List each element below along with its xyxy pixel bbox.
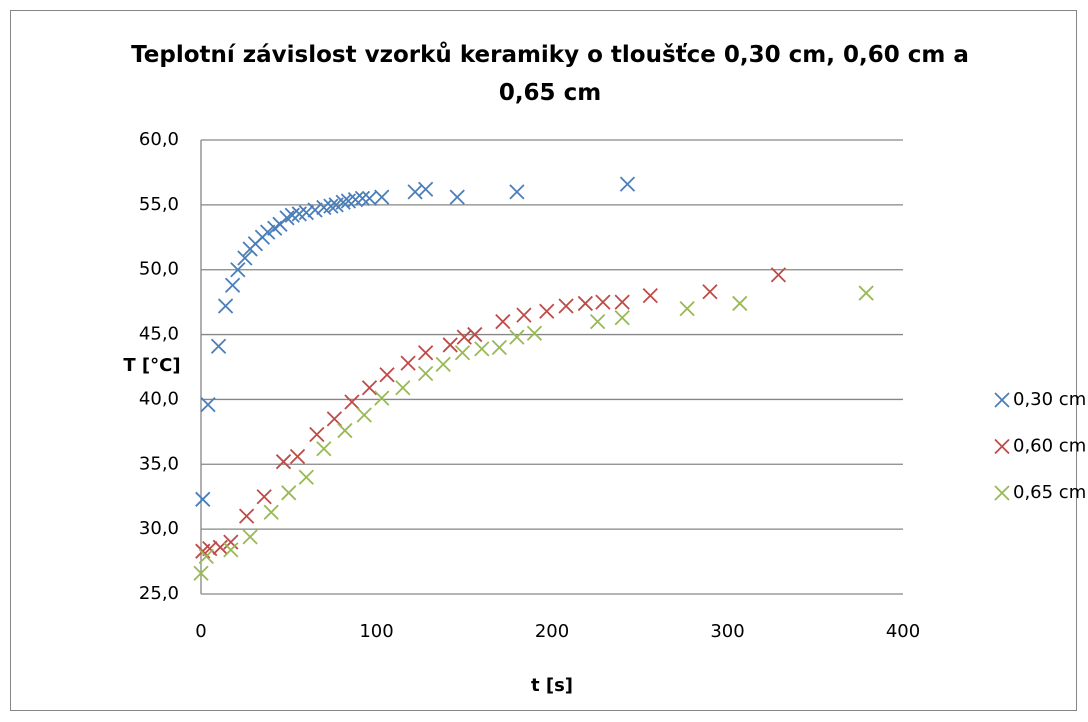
- data-point: [516, 307, 532, 323]
- data-point: [456, 329, 472, 345]
- data-point: [337, 422, 353, 439]
- data-point: [356, 407, 372, 423]
- data-point: [467, 326, 483, 343]
- data-point: [198, 548, 214, 565]
- y-tick-label: 50,0: [139, 259, 179, 280]
- data-point: [354, 190, 371, 207]
- data-point: [435, 356, 451, 373]
- y-tick-label: 55,0: [139, 194, 179, 215]
- data-point: [395, 380, 411, 396]
- data-point: [344, 394, 360, 410]
- data-point: [200, 396, 216, 413]
- legend-marker: [994, 392, 1010, 408]
- data-point: [407, 184, 423, 200]
- data-point: [256, 489, 272, 505]
- data-point: [614, 310, 630, 326]
- data-point: [374, 189, 390, 205]
- data-point: [195, 491, 211, 507]
- data-point: [210, 338, 227, 354]
- data-point: [224, 277, 241, 293]
- data-point: [418, 365, 434, 382]
- data-point: [307, 202, 323, 218]
- data-point: [491, 339, 507, 356]
- data-point: [223, 534, 239, 550]
- data-point: [275, 454, 292, 470]
- x-tick-label: 200: [535, 621, 569, 642]
- data-point: [642, 288, 658, 304]
- data-point: [335, 194, 351, 210]
- data-point: [732, 295, 748, 312]
- chart-title: Teplotní závislost vzorků keramiky o tlo…: [131, 42, 969, 106]
- data-point: [418, 345, 434, 361]
- x-tick-label: 100: [359, 621, 393, 642]
- data-point: [418, 181, 434, 197]
- data-point: [858, 285, 874, 301]
- data-point: [770, 267, 787, 283]
- data-point: [442, 337, 458, 353]
- data-point: [449, 189, 465, 205]
- data-point: [526, 325, 543, 341]
- data-point: [509, 184, 525, 200]
- x-tick-label: 400: [886, 621, 920, 642]
- y-tick-label: 40,0: [139, 388, 179, 409]
- data-point: [361, 380, 378, 396]
- data-point: [212, 539, 228, 555]
- data-point: [702, 284, 718, 300]
- x-axis-label: t [s]: [531, 675, 573, 696]
- data-point: [509, 329, 525, 345]
- data-point: [279, 210, 295, 226]
- data-point: [193, 565, 209, 581]
- data-point: [619, 176, 636, 192]
- data-point: [614, 294, 630, 310]
- legend-label: 0,60 cm: [1013, 436, 1086, 457]
- x-tick-label: 300: [710, 621, 744, 642]
- data-point: [309, 426, 325, 443]
- data-point: [316, 441, 332, 457]
- data-point: [589, 313, 606, 330]
- y-tick-label: 30,0: [139, 518, 179, 539]
- y-tick-label: 60,0: [139, 129, 179, 150]
- data-point: [679, 300, 695, 317]
- data-point: [361, 190, 378, 207]
- data-point: [298, 469, 314, 485]
- data-point: [217, 298, 234, 314]
- y-tick-label: 35,0: [139, 453, 179, 474]
- legend-marker: [994, 485, 1010, 501]
- data-point: [260, 224, 276, 240]
- data-point: [238, 508, 255, 524]
- data-point: [223, 542, 239, 558]
- data-point: [495, 313, 511, 330]
- data-point: [558, 298, 574, 314]
- data-point: [379, 367, 395, 383]
- data-point: [474, 341, 490, 357]
- data-point: [577, 295, 593, 312]
- data-point: [237, 250, 253, 266]
- data-point: [242, 529, 258, 545]
- x-tick-label: 0: [195, 621, 206, 642]
- data-point: [281, 485, 297, 501]
- legend-label: 0,30 cm: [1013, 389, 1086, 410]
- data-point: [298, 205, 314, 221]
- y-tick-label: 45,0: [139, 324, 179, 345]
- chart-frame: [10, 10, 1077, 711]
- data-point: [539, 303, 555, 319]
- data-point: [230, 262, 246, 278]
- data-point: [289, 448, 306, 465]
- data-point: [323, 198, 339, 214]
- data-point: [454, 345, 471, 361]
- data-point: [263, 504, 279, 520]
- legend-label: 0,65 cm: [1013, 482, 1086, 503]
- data-point: [400, 355, 416, 371]
- y-axis-label: T [°C]: [123, 355, 180, 376]
- y-tick-label: 25,0: [139, 583, 179, 604]
- data-point: [374, 390, 390, 406]
- legend-marker: [994, 438, 1010, 455]
- data-point: [595, 294, 611, 310]
